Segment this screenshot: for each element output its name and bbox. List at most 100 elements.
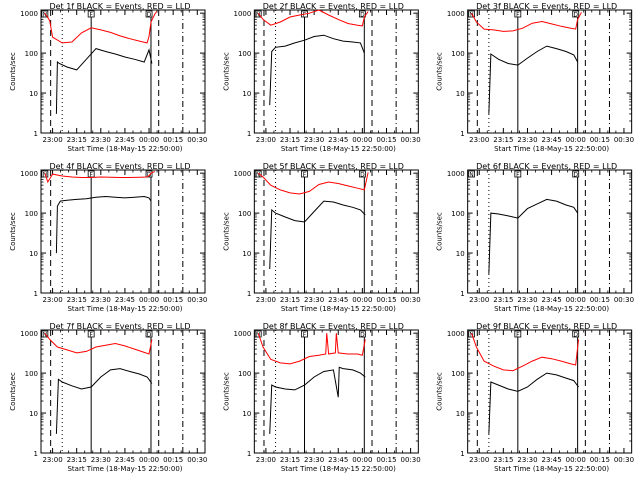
x-tick-label: 00:15 bbox=[163, 296, 183, 304]
x-tick-label: 00:15 bbox=[590, 296, 610, 304]
x-tick-label: 00:30 bbox=[401, 296, 421, 304]
x-tick-label: 23:15 bbox=[493, 136, 513, 144]
chart-panel-1: Det 1f BLACK = Events, RED = LLD Counts/s… bbox=[9, 2, 207, 153]
x-tick-label: 00:00 bbox=[139, 136, 159, 144]
y-tick-label: 1000 bbox=[234, 330, 252, 338]
plot-frame bbox=[40, 329, 206, 454]
x-tick-label: 23:00 bbox=[469, 296, 489, 304]
y-axis-label: Counts/sec bbox=[436, 372, 444, 411]
marker-label: D bbox=[573, 332, 578, 339]
marker-label: F bbox=[516, 172, 520, 179]
x-tick-label: 00:00 bbox=[139, 456, 159, 464]
x-axis-label: Start Time (18-May-15 22:50:00) bbox=[281, 465, 396, 473]
marker-label: F bbox=[89, 12, 93, 19]
plot-frame bbox=[253, 329, 419, 454]
series-line-lld bbox=[44, 11, 158, 44]
marker-label: D bbox=[147, 12, 152, 19]
plot-frame bbox=[40, 9, 206, 134]
marker-box bbox=[254, 170, 262, 178]
series-line-events bbox=[269, 200, 366, 270]
chart-panel-6: Det 6f BLACK = Events, RED = LLD Counts/s… bbox=[436, 162, 634, 313]
x-tick-label: 00:00 bbox=[352, 456, 372, 464]
chart-panel-4: Det 4f BLACK = Events, RED = LLD Counts/s… bbox=[9, 162, 207, 313]
y-tick-label: 100 bbox=[25, 210, 38, 218]
y-tick-label: 100 bbox=[25, 370, 38, 378]
y-tick-label: 100 bbox=[451, 370, 464, 378]
marker-box bbox=[145, 170, 153, 178]
y-axis-label: Counts/sec bbox=[9, 372, 17, 411]
marker-box bbox=[572, 330, 580, 338]
series-line-lld bbox=[44, 171, 156, 184]
plot-frame bbox=[253, 9, 419, 134]
chart-panel-2: Det 2f BLACK = Events, RED = LLD Counts/s… bbox=[222, 2, 420, 153]
y-axis-label: Counts/sec bbox=[436, 52, 444, 91]
x-tick-label: 23:30 bbox=[91, 296, 111, 304]
plot-frame bbox=[253, 169, 419, 294]
marker-label: F bbox=[303, 12, 307, 19]
series-line-lld bbox=[257, 172, 369, 195]
series-line-lld bbox=[257, 333, 366, 365]
chart-panel-9: Det 9f BLACK = Events, RED = LLD Counts/s… bbox=[436, 322, 634, 473]
x-tick-label: 23:30 bbox=[517, 136, 537, 144]
x-tick-label: 23:45 bbox=[115, 136, 135, 144]
y-tick-label: 10 bbox=[456, 410, 465, 418]
x-tick-label: 23:45 bbox=[328, 456, 348, 464]
x-tick-label: 00:00 bbox=[352, 296, 372, 304]
x-tick-label: 00:30 bbox=[187, 136, 207, 144]
marker-label: D bbox=[147, 332, 152, 339]
x-axis-label: Start Time (18-May-15 22:50:00) bbox=[67, 145, 182, 153]
x-tick-label: 23:15 bbox=[493, 296, 513, 304]
marker-label: F bbox=[516, 12, 520, 19]
marker-label: N bbox=[256, 12, 260, 19]
x-tick-label: 00:15 bbox=[376, 456, 396, 464]
x-tick-label: 23:00 bbox=[469, 456, 489, 464]
marker-box bbox=[301, 170, 308, 178]
marker-label: F bbox=[303, 172, 307, 179]
y-tick-label: 1000 bbox=[234, 10, 252, 18]
x-tick-label: 00:00 bbox=[352, 136, 372, 144]
x-tick-label: 23:15 bbox=[280, 136, 300, 144]
marker-label: N bbox=[256, 332, 260, 339]
y-tick-label: 1 bbox=[34, 130, 38, 138]
x-tick-label: 00:15 bbox=[163, 136, 183, 144]
marker-label: F bbox=[89, 172, 93, 179]
x-tick-label: 23:00 bbox=[42, 136, 62, 144]
y-axis-label: Counts/sec bbox=[9, 212, 17, 251]
x-tick-label: 00:15 bbox=[163, 456, 183, 464]
x-tick-label: 23:45 bbox=[115, 296, 135, 304]
y-axis-label: Counts/sec bbox=[222, 372, 230, 411]
y-tick-label: 100 bbox=[238, 370, 251, 378]
marker-box bbox=[572, 170, 580, 178]
plot-frame bbox=[40, 169, 206, 294]
y-tick-label: 1 bbox=[460, 130, 464, 138]
y-tick-label: 100 bbox=[451, 50, 464, 58]
marker-label: N bbox=[43, 172, 48, 179]
x-tick-label: 23:15 bbox=[67, 296, 87, 304]
y-tick-label: 100 bbox=[238, 50, 251, 58]
chart-panel-3: Det 3f BLACK = Events, RED = LLD Counts/s… bbox=[436, 2, 634, 153]
plot-frame bbox=[467, 169, 633, 294]
x-tick-label: 23:30 bbox=[91, 136, 111, 144]
y-tick-label: 1 bbox=[34, 450, 38, 458]
x-tick-label: 00:30 bbox=[401, 136, 421, 144]
x-tick-label: 23:30 bbox=[304, 136, 324, 144]
chart-panel-5: Det 5f BLACK = Events, RED = LLD Counts/s… bbox=[222, 162, 420, 313]
x-tick-label: 23:00 bbox=[256, 296, 276, 304]
y-tick-label: 10 bbox=[456, 250, 465, 258]
series-line-lld bbox=[44, 332, 153, 355]
y-tick-label: 1 bbox=[247, 130, 251, 138]
x-tick-label: 00:15 bbox=[590, 456, 610, 464]
y-tick-label: 10 bbox=[29, 410, 38, 418]
marker-box bbox=[254, 10, 262, 18]
marker-label: N bbox=[43, 12, 48, 19]
marker-box bbox=[358, 10, 366, 18]
y-tick-label: 100 bbox=[25, 50, 38, 58]
x-axis-label: Start Time (18-May-15 22:50:00) bbox=[494, 145, 609, 153]
y-tick-label: 1000 bbox=[447, 10, 465, 18]
y-tick-label: 1 bbox=[34, 290, 38, 298]
marker-box bbox=[145, 330, 153, 338]
y-tick-label: 1 bbox=[247, 290, 251, 298]
x-tick-label: 23:45 bbox=[328, 136, 348, 144]
y-tick-label: 10 bbox=[242, 410, 251, 418]
